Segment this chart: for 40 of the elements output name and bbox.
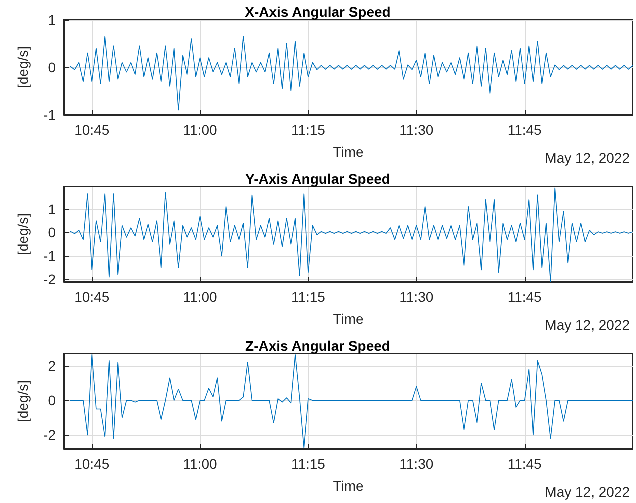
x-tick-label: 11:00 [183,289,218,305]
y-tick-label: 0 [48,60,56,76]
y-tick-label: 0 [48,224,56,241]
y-tick-label: -1 [44,248,56,264]
text: May 12, 2022 [545,150,630,166]
x-tick-label: 10:45 [74,122,110,138]
y-tick-label: 1 [48,201,56,218]
x-tick-label: 10:45 [74,289,110,305]
y-tick-label: -2 [44,427,56,444]
y-tick-label: 1 [48,12,56,28]
y-tick-label: -2 [44,272,56,288]
text: May 12, 2022 [545,484,630,500]
x-tick-label: 11:30 [400,122,434,138]
x-tick-label: 11:15 [291,456,326,472]
chart-title: X-Axis Angular Speed [245,4,391,20]
x-tick-label: 11:30 [400,456,434,472]
x-tick-label: 10:45 [74,456,110,472]
y-axis-title: [deg/s] [15,380,31,423]
chart-title: Y-Axis Angular Speed [246,171,390,187]
x-tick-label: 11:45 [508,122,542,138]
x-axis-title: Time [333,311,364,327]
x-tick-label: 11:00 [183,456,218,472]
line-series [70,354,634,449]
y-tick-label: 2 [48,358,56,374]
line-series [70,36,634,111]
x-tick-label: 11:15 [291,122,326,138]
x-tick-label: 11:45 [508,289,542,305]
x-tick-label: 11:15 [291,289,326,305]
text: May 12, 2022 [545,317,630,333]
x-tick-label: 11:00 [183,122,218,138]
chart-title: Z-Axis Angular Speed [246,338,390,354]
x-tick-label: 11:30 [400,289,434,305]
y-axis-title: [deg/s] [15,213,31,256]
y-tick-label: -1 [44,107,56,123]
x-axis-title: Time [333,144,364,160]
x-tick-label: 11:45 [508,456,542,472]
y-tick-label: 0 [48,392,56,409]
x-axis-title: Time [333,478,364,494]
line-series [70,188,634,282]
y-axis-title: [deg/s] [15,46,31,89]
